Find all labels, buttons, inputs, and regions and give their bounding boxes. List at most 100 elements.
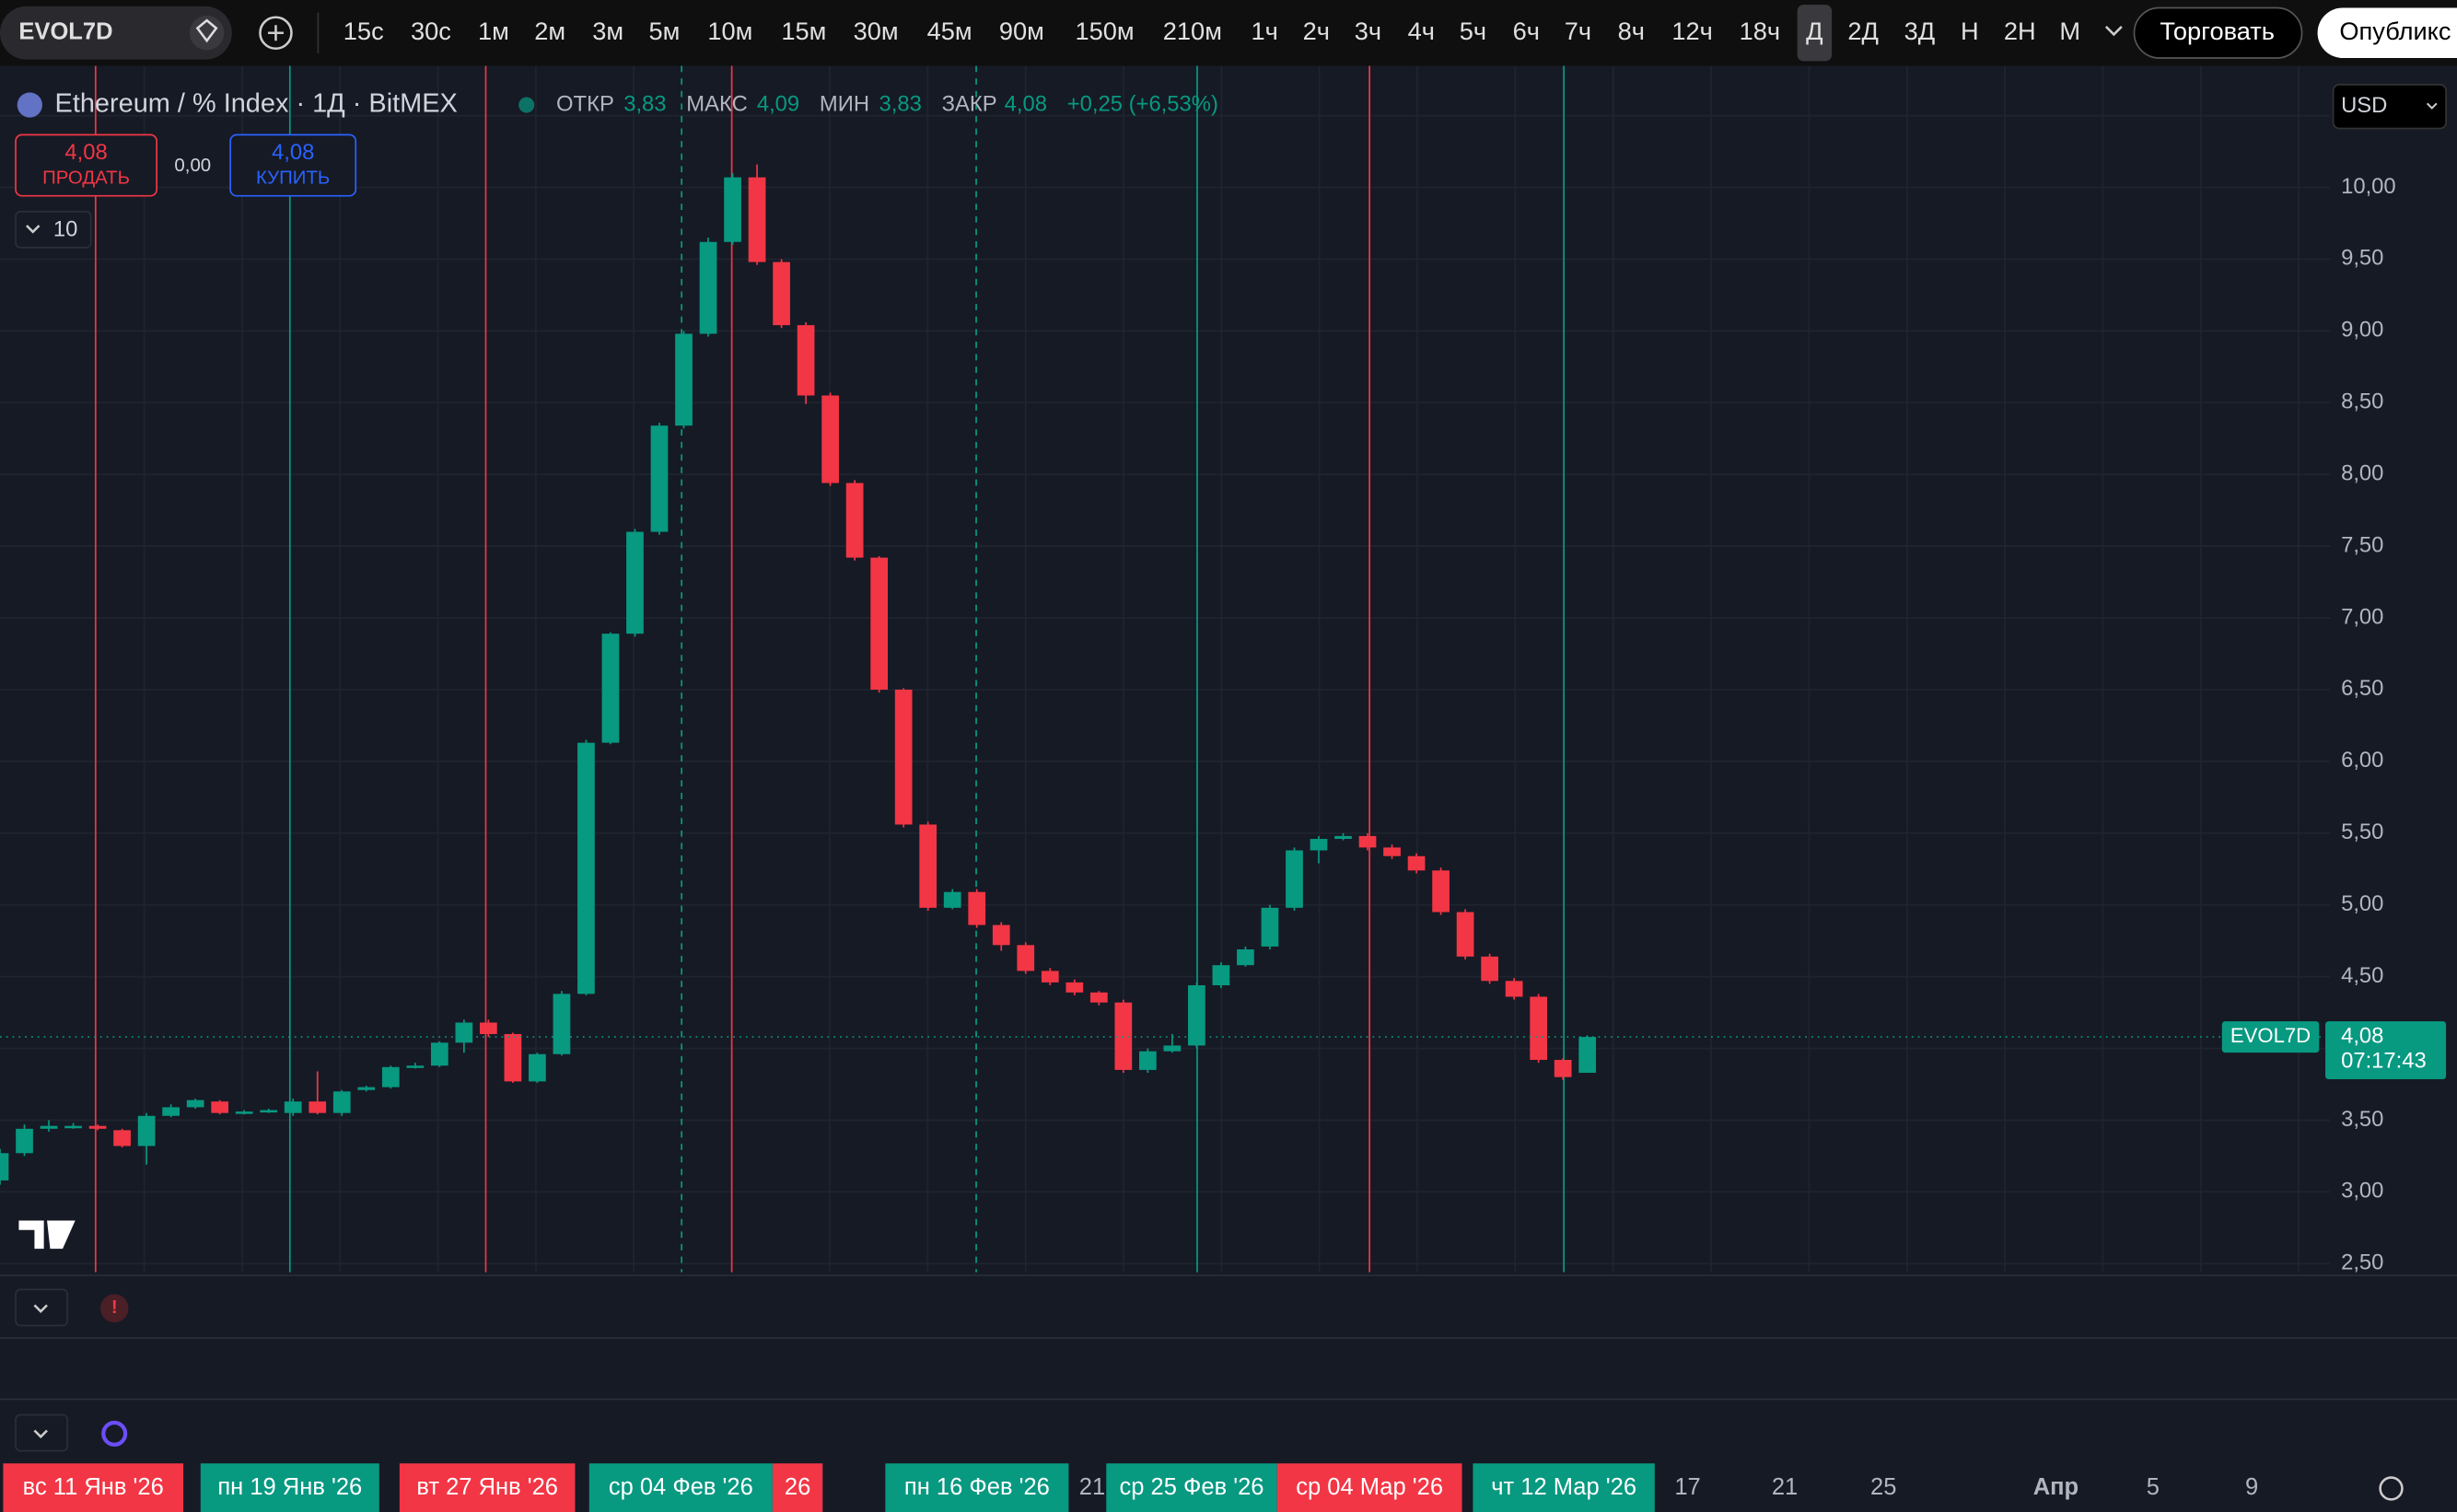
interval[interactable]: Д xyxy=(1806,17,1822,45)
interval[interactable]: М xyxy=(2059,17,2080,45)
interval[interactable]: 8ч xyxy=(1618,17,1645,45)
candle-body xyxy=(1017,945,1035,971)
candle-body xyxy=(430,1042,448,1066)
high-label: МАКС xyxy=(686,91,748,116)
price-tag: 4,08 xyxy=(2341,1023,2383,1048)
currency[interactable]: USD xyxy=(2341,93,2387,118)
currency-box[interactable] xyxy=(2332,84,2447,130)
quantity[interactable]: 10 xyxy=(53,216,77,241)
date-label-box xyxy=(3,1463,184,1512)
y-tick-label: 6,50 xyxy=(2341,676,2383,701)
y-tick-label: 3,00 xyxy=(2341,1179,2383,1204)
date-label: вт 27 Янв '26 xyxy=(416,1474,558,1500)
interval[interactable]: 30м xyxy=(854,17,899,45)
interval[interactable]: 3Д xyxy=(1904,17,1936,45)
quantity-arrow xyxy=(26,225,41,234)
interval[interactable]: 2Д xyxy=(1847,17,1879,45)
sell-button[interactable] xyxy=(15,134,158,197)
trade-button-box[interactable] xyxy=(2133,6,2303,59)
legend-title: Ethereum / % Index · 1Д · BitMEX xyxy=(55,89,458,119)
alert-icon[interactable] xyxy=(99,1294,129,1323)
interval[interactable]: 5ч xyxy=(1460,17,1486,45)
symbol-box[interactable] xyxy=(0,6,232,60)
premium-icon[interactable] xyxy=(189,16,225,51)
buy-label[interactable]: КУПИТЬ xyxy=(256,168,330,188)
interval[interactable]: 4ч xyxy=(1408,17,1435,45)
quantity-box[interactable] xyxy=(15,210,92,249)
active-interval xyxy=(1797,5,1833,62)
interval[interactable]: 1м xyxy=(478,17,509,45)
symbol-tag: EVOL7D xyxy=(2230,1024,2311,1047)
candle-body xyxy=(137,1115,156,1146)
interval[interactable]: 7ч xyxy=(1565,17,1591,45)
buy-price[interactable]: 4,08 xyxy=(272,140,314,165)
close-value: 4,08 xyxy=(1005,91,1047,116)
candle-body xyxy=(821,395,839,483)
interval[interactable]: 45м xyxy=(927,17,972,45)
interval[interactable]: 30с xyxy=(411,17,451,45)
interval[interactable]: 6ч xyxy=(1513,17,1540,45)
candle-body xyxy=(870,557,889,690)
date-label: пн 19 Янв '26 xyxy=(217,1474,362,1500)
interval[interactable]: 2Н xyxy=(2004,17,2036,45)
sync-icon[interactable] xyxy=(101,1420,128,1447)
candle-body xyxy=(724,177,741,242)
interval[interactable]: 5м xyxy=(649,17,681,45)
candle-body xyxy=(0,1153,9,1181)
interval[interactable]: 2ч xyxy=(1303,17,1330,45)
eth-icon xyxy=(17,92,42,118)
sell-label[interactable]: ПРОДАТЬ xyxy=(42,168,130,188)
candle-body xyxy=(1554,1060,1572,1077)
symbol[interactable]: EVOL7D xyxy=(18,18,112,44)
candle-body xyxy=(284,1101,302,1113)
interval[interactable]: 12ч xyxy=(1671,17,1712,45)
interval[interactable]: 90м xyxy=(999,17,1044,45)
more-intervals[interactable] xyxy=(2104,26,2123,37)
candle-body xyxy=(309,1101,327,1113)
candle-body xyxy=(113,1130,131,1146)
date-label-box xyxy=(1473,1463,1655,1512)
interval[interactable]: 18ч xyxy=(1740,17,1780,45)
date-label-box xyxy=(200,1463,379,1512)
settings-icon[interactable] xyxy=(2379,1476,2404,1501)
interval[interactable]: 3м xyxy=(592,17,623,45)
collapse-button[interactable] xyxy=(15,1413,69,1452)
interval[interactable]: 2м xyxy=(534,17,565,45)
date-label-box xyxy=(588,1463,773,1512)
time-tick-label: 17 xyxy=(1674,1474,1700,1500)
interval[interactable]: 15с xyxy=(344,17,384,45)
publish-button[interactable]: Опубликс xyxy=(2339,17,2451,45)
publish-button-box[interactable] xyxy=(2317,7,2457,58)
currency-arrow xyxy=(2426,102,2438,110)
interval[interactable]: 10м xyxy=(707,17,752,45)
candle-body xyxy=(357,1087,376,1090)
interval[interactable]: 150м xyxy=(1076,17,1135,45)
interval[interactable]: 15м xyxy=(781,17,826,45)
price-tag-box xyxy=(2325,1021,2447,1080)
change-value: +0,25 (+6,53%) xyxy=(1067,91,1218,116)
y-tick-label: 7,00 xyxy=(2341,604,2383,629)
y-tick-label: 9,00 xyxy=(2341,318,2383,343)
candle-body xyxy=(1456,912,1474,957)
candle-body xyxy=(1310,839,1328,851)
candle-body xyxy=(1383,847,1401,856)
candle-body xyxy=(211,1101,229,1113)
time-tick-label: 9 xyxy=(2245,1474,2258,1500)
interval[interactable]: 210м xyxy=(1163,17,1222,45)
interval[interactable]: 3ч xyxy=(1355,17,1381,45)
sell-price[interactable]: 4,08 xyxy=(64,140,107,165)
trade-button[interactable]: Торговать xyxy=(2160,17,2275,45)
candle-body xyxy=(1358,835,1377,848)
date-label: ср 04 Мар '26 xyxy=(1296,1474,1443,1500)
candle-body xyxy=(529,1053,546,1082)
interval[interactable]: Н xyxy=(1961,17,1979,45)
y-tick-label: 2,50 xyxy=(2341,1250,2383,1275)
collapse-button[interactable] xyxy=(15,1288,69,1327)
add-symbol[interactable] xyxy=(259,16,293,51)
spread: 0,00 xyxy=(174,156,211,176)
date-label-box xyxy=(1106,1463,1277,1512)
interval[interactable]: 1ч xyxy=(1251,17,1277,45)
buy-button[interactable] xyxy=(229,134,357,197)
candle-body xyxy=(773,262,790,326)
